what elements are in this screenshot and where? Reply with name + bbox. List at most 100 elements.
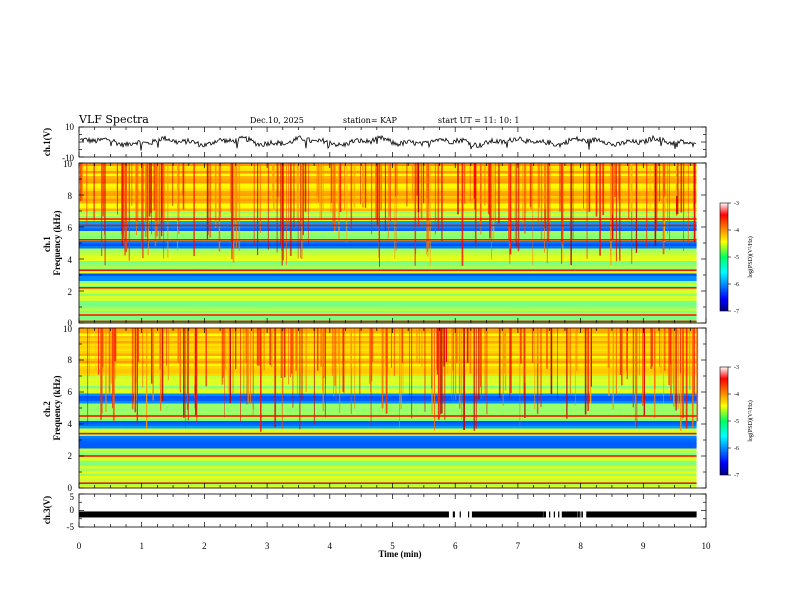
sferic-streak — [659, 328, 660, 368]
ch2-spectrogram-ticks — [78, 327, 707, 489]
sferic-streak — [401, 328, 403, 364]
sferic-streak — [232, 328, 234, 394]
sferic-streak — [101, 328, 103, 414]
sferic-streak — [316, 163, 319, 198]
spectrogram-band — [79, 203, 697, 206]
spectrogram-band — [79, 278, 697, 281]
sferic-streak — [676, 163, 679, 215]
sferic-streak — [152, 328, 154, 401]
sferic-streak — [117, 163, 118, 215]
sferic-streak — [536, 328, 539, 414]
sferic-streak — [621, 328, 623, 386]
spectrogram-band — [79, 450, 697, 454]
sferic-streak — [457, 163, 459, 215]
spectral-line — [79, 314, 697, 316]
spectrogram-band — [79, 185, 697, 189]
spectrogram-band — [79, 215, 697, 219]
sferic-streak — [443, 328, 445, 367]
spectrogram-band — [79, 478, 697, 481]
sferic-streak — [615, 328, 617, 395]
sferic-streak — [158, 163, 161, 241]
sferic-streak — [206, 163, 209, 240]
sferic-streak — [529, 163, 532, 208]
sferic-streak — [342, 328, 345, 392]
sferic-streak — [480, 163, 482, 235]
sferic-streak — [568, 328, 570, 363]
spectrogram-band — [79, 290, 697, 294]
sferic-streak — [339, 328, 341, 413]
sferic-streak — [607, 328, 610, 368]
colorbar-tick-label: -4 — [734, 228, 739, 234]
ch2-colorbar-label: log(PSD)(V²/Hz) — [747, 400, 754, 441]
ch3-level-blip — [544, 511, 546, 518]
sferic-streak — [300, 163, 301, 258]
sferic-streak — [677, 328, 680, 409]
sferic-streak — [145, 163, 147, 237]
ch3-level-blip — [543, 511, 545, 518]
spectrogram-band — [79, 308, 697, 311]
sferic-streak — [635, 328, 637, 404]
sferic-streak — [614, 163, 616, 197]
sferic-streak — [492, 163, 495, 241]
spectrogram-band — [79, 433, 697, 436]
sferic-streak — [259, 163, 261, 233]
sferic-streak — [673, 328, 675, 407]
ch1-freq-tick-4: 4 — [68, 255, 73, 265]
spectral-line — [79, 239, 697, 241]
ch3-level-blip — [549, 511, 551, 518]
ch2-freq-tick-0: 0 — [68, 483, 73, 493]
spectrogram-band — [79, 398, 697, 401]
colorbar-tick-label: -3 — [734, 201, 739, 207]
spectral-line — [79, 224, 697, 227]
time-tick-label: 5 — [390, 541, 395, 551]
time-tick-label: 1 — [139, 541, 144, 551]
spectrogram-band — [79, 385, 697, 389]
colorbar-tick-label: -5 — [734, 255, 739, 261]
spectrogram-empty-tail — [696, 328, 706, 488]
spectrogram-band — [79, 375, 697, 379]
spectrogram-band — [79, 295, 697, 299]
sferic-streak — [362, 163, 364, 208]
spectrogram-band — [79, 163, 697, 166]
sferic-streak — [372, 328, 374, 362]
sferic-streak — [218, 163, 221, 252]
sferic-streak — [269, 328, 272, 366]
sferic-streak — [522, 163, 524, 223]
sferic-streak — [429, 163, 431, 267]
sferic-streak — [376, 163, 379, 226]
sferic-streak — [682, 328, 684, 418]
sferic-streak — [557, 328, 558, 400]
sferic-streak — [402, 328, 404, 394]
sferic-streak — [142, 163, 144, 259]
spectrogram-band — [79, 260, 697, 264]
sferic-streak — [523, 328, 525, 397]
station-label: station= KAP — [343, 116, 398, 125]
spectrogram-band — [79, 288, 697, 291]
sferic-streak — [375, 163, 377, 220]
ch1-ticks — [78, 126, 707, 158]
sferic-streak — [335, 328, 337, 401]
sferic-streak — [612, 163, 614, 215]
time-tick-label: 6 — [453, 541, 458, 551]
ch3-ytick-mid: 0 — [70, 505, 75, 515]
sferic-streak — [680, 163, 683, 213]
sferic-streak — [136, 163, 139, 221]
sferic-streak — [394, 163, 396, 260]
sferic-streak — [379, 163, 380, 267]
sferic-streak — [177, 163, 178, 251]
sferic-streak — [134, 328, 135, 408]
spectral-line — [79, 320, 697, 323]
sferic-streak — [464, 163, 466, 204]
spectrogram-band — [79, 273, 697, 276]
time-tick-label: 3 — [265, 541, 270, 551]
spectrogram-band — [79, 318, 697, 321]
sferic-streak — [100, 328, 102, 421]
sferic-streak — [371, 163, 373, 235]
sferic-streak — [80, 163, 83, 201]
sferic-streak — [452, 328, 454, 371]
spectrogram-band — [79, 463, 697, 466]
sferic-streak — [424, 328, 426, 412]
sferic-streak — [194, 328, 196, 409]
sferic-streak — [675, 328, 677, 411]
sferic-streak — [333, 163, 336, 231]
